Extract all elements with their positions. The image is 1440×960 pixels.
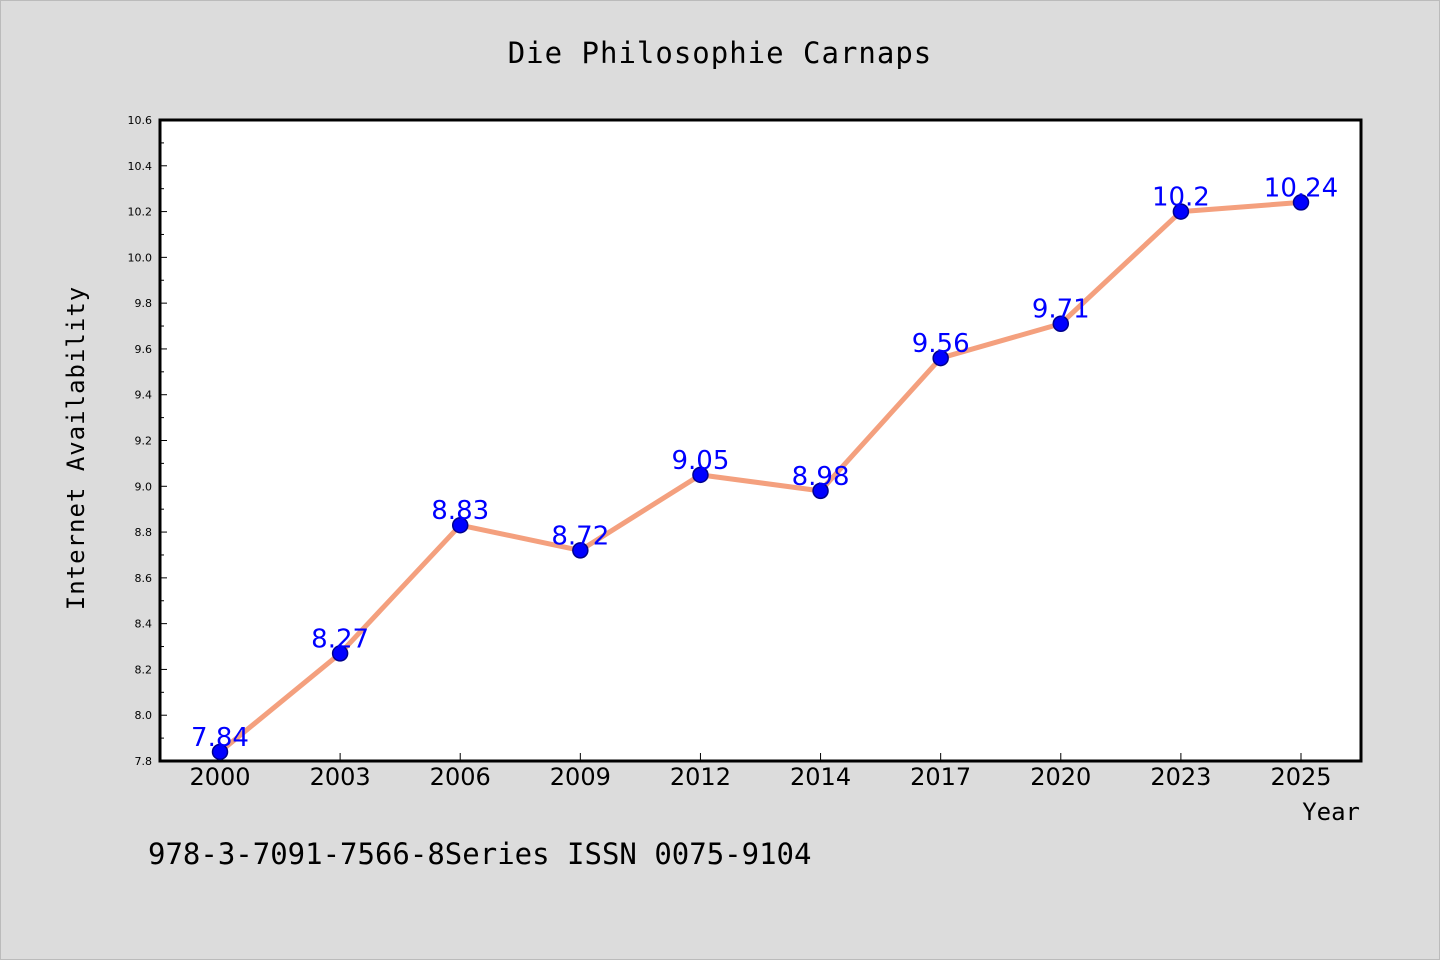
data-point-marker	[812, 482, 829, 500]
x-tick-label: 2017	[910, 763, 971, 791]
x-tick-label: 2009	[550, 763, 611, 791]
data-point-marker	[1172, 203, 1190, 220]
y-tick-label: 8.2	[135, 663, 153, 676]
data-point-marker	[331, 645, 349, 662]
data-point-marker	[1292, 194, 1310, 211]
plot-area	[158, 118, 1363, 763]
data-point-marker	[692, 466, 709, 484]
x-axis-label: Year	[1302, 798, 1360, 826]
x-tick-label: 2020	[1030, 763, 1091, 791]
data-label: 10.2	[1152, 183, 1210, 213]
x-tick-label: 2006	[430, 763, 491, 791]
x-tick-label: 2014	[790, 763, 851, 791]
data-label: 9.05	[671, 446, 729, 476]
y-tick-label: 8.4	[135, 618, 153, 631]
data-label: 8.98	[792, 462, 850, 492]
data-point-marker	[572, 542, 589, 559]
y-tick-label: 8.0	[135, 709, 153, 722]
data-label: 8.27	[311, 624, 369, 654]
y-tick-label: 9.4	[135, 389, 153, 402]
data-point-marker	[211, 743, 229, 761]
footer-isbn-text: 978-3-7091-7566-8Series ISSN 0075-9104	[148, 837, 811, 871]
x-tick-label: 2003	[310, 763, 371, 791]
data-label: 9.71	[1032, 295, 1090, 325]
x-axis: 2000 2003 2006 2009 2012 2014 2017 2020 2023 2025	[189, 753, 1332, 791]
y-tick-label: 9.2	[135, 435, 153, 448]
data-markers	[211, 194, 1310, 761]
y-tick-label: 9.0	[135, 480, 153, 493]
x-tick-label: 2000	[189, 763, 250, 791]
y-tick-label: 9.8	[135, 297, 153, 310]
y-tick-label: 10.2	[128, 206, 153, 219]
data-point-marker	[932, 349, 949, 367]
y-tick-label: 8.6	[135, 572, 153, 585]
data-label: 9.56	[912, 329, 970, 359]
y-tick-label: 10.4	[128, 160, 153, 173]
data-label: 10.24	[1264, 173, 1338, 203]
data-label: 8.83	[431, 496, 489, 526]
series-line	[217, 199, 1304, 755]
chart-title: Die Philosophie Carnaps	[508, 36, 933, 70]
y-tick-label: 8.8	[135, 526, 153, 539]
data-point-marker	[451, 516, 469, 534]
y-axis-label: Internet Availability	[62, 286, 90, 610]
x-tick-label: 2023	[1150, 763, 1211, 791]
y-tick-label: 10.0	[128, 251, 153, 264]
data-label: 7.84	[191, 723, 249, 753]
x-tick-label: 2025	[1270, 763, 1331, 791]
y-axis: 7.8 8.0 8.2 8.4 8.6 8.8 9.0 9.2 9.4 9.6 9.8 10.0 10.…	[128, 114, 167, 768]
data-point-marker	[1052, 315, 1070, 332]
y-tick-label: 10.6	[128, 114, 153, 127]
data-label: 8.72	[551, 521, 609, 551]
y-tick-label: 7.8	[135, 755, 153, 768]
data-labels: 7.84 8.27 8.83 8.72 9.05 8.98 9.56 9.71 10.2 10.2…	[191, 173, 1338, 752]
x-tick-label: 2012	[670, 763, 731, 791]
y-tick-label: 9.6	[135, 343, 153, 356]
